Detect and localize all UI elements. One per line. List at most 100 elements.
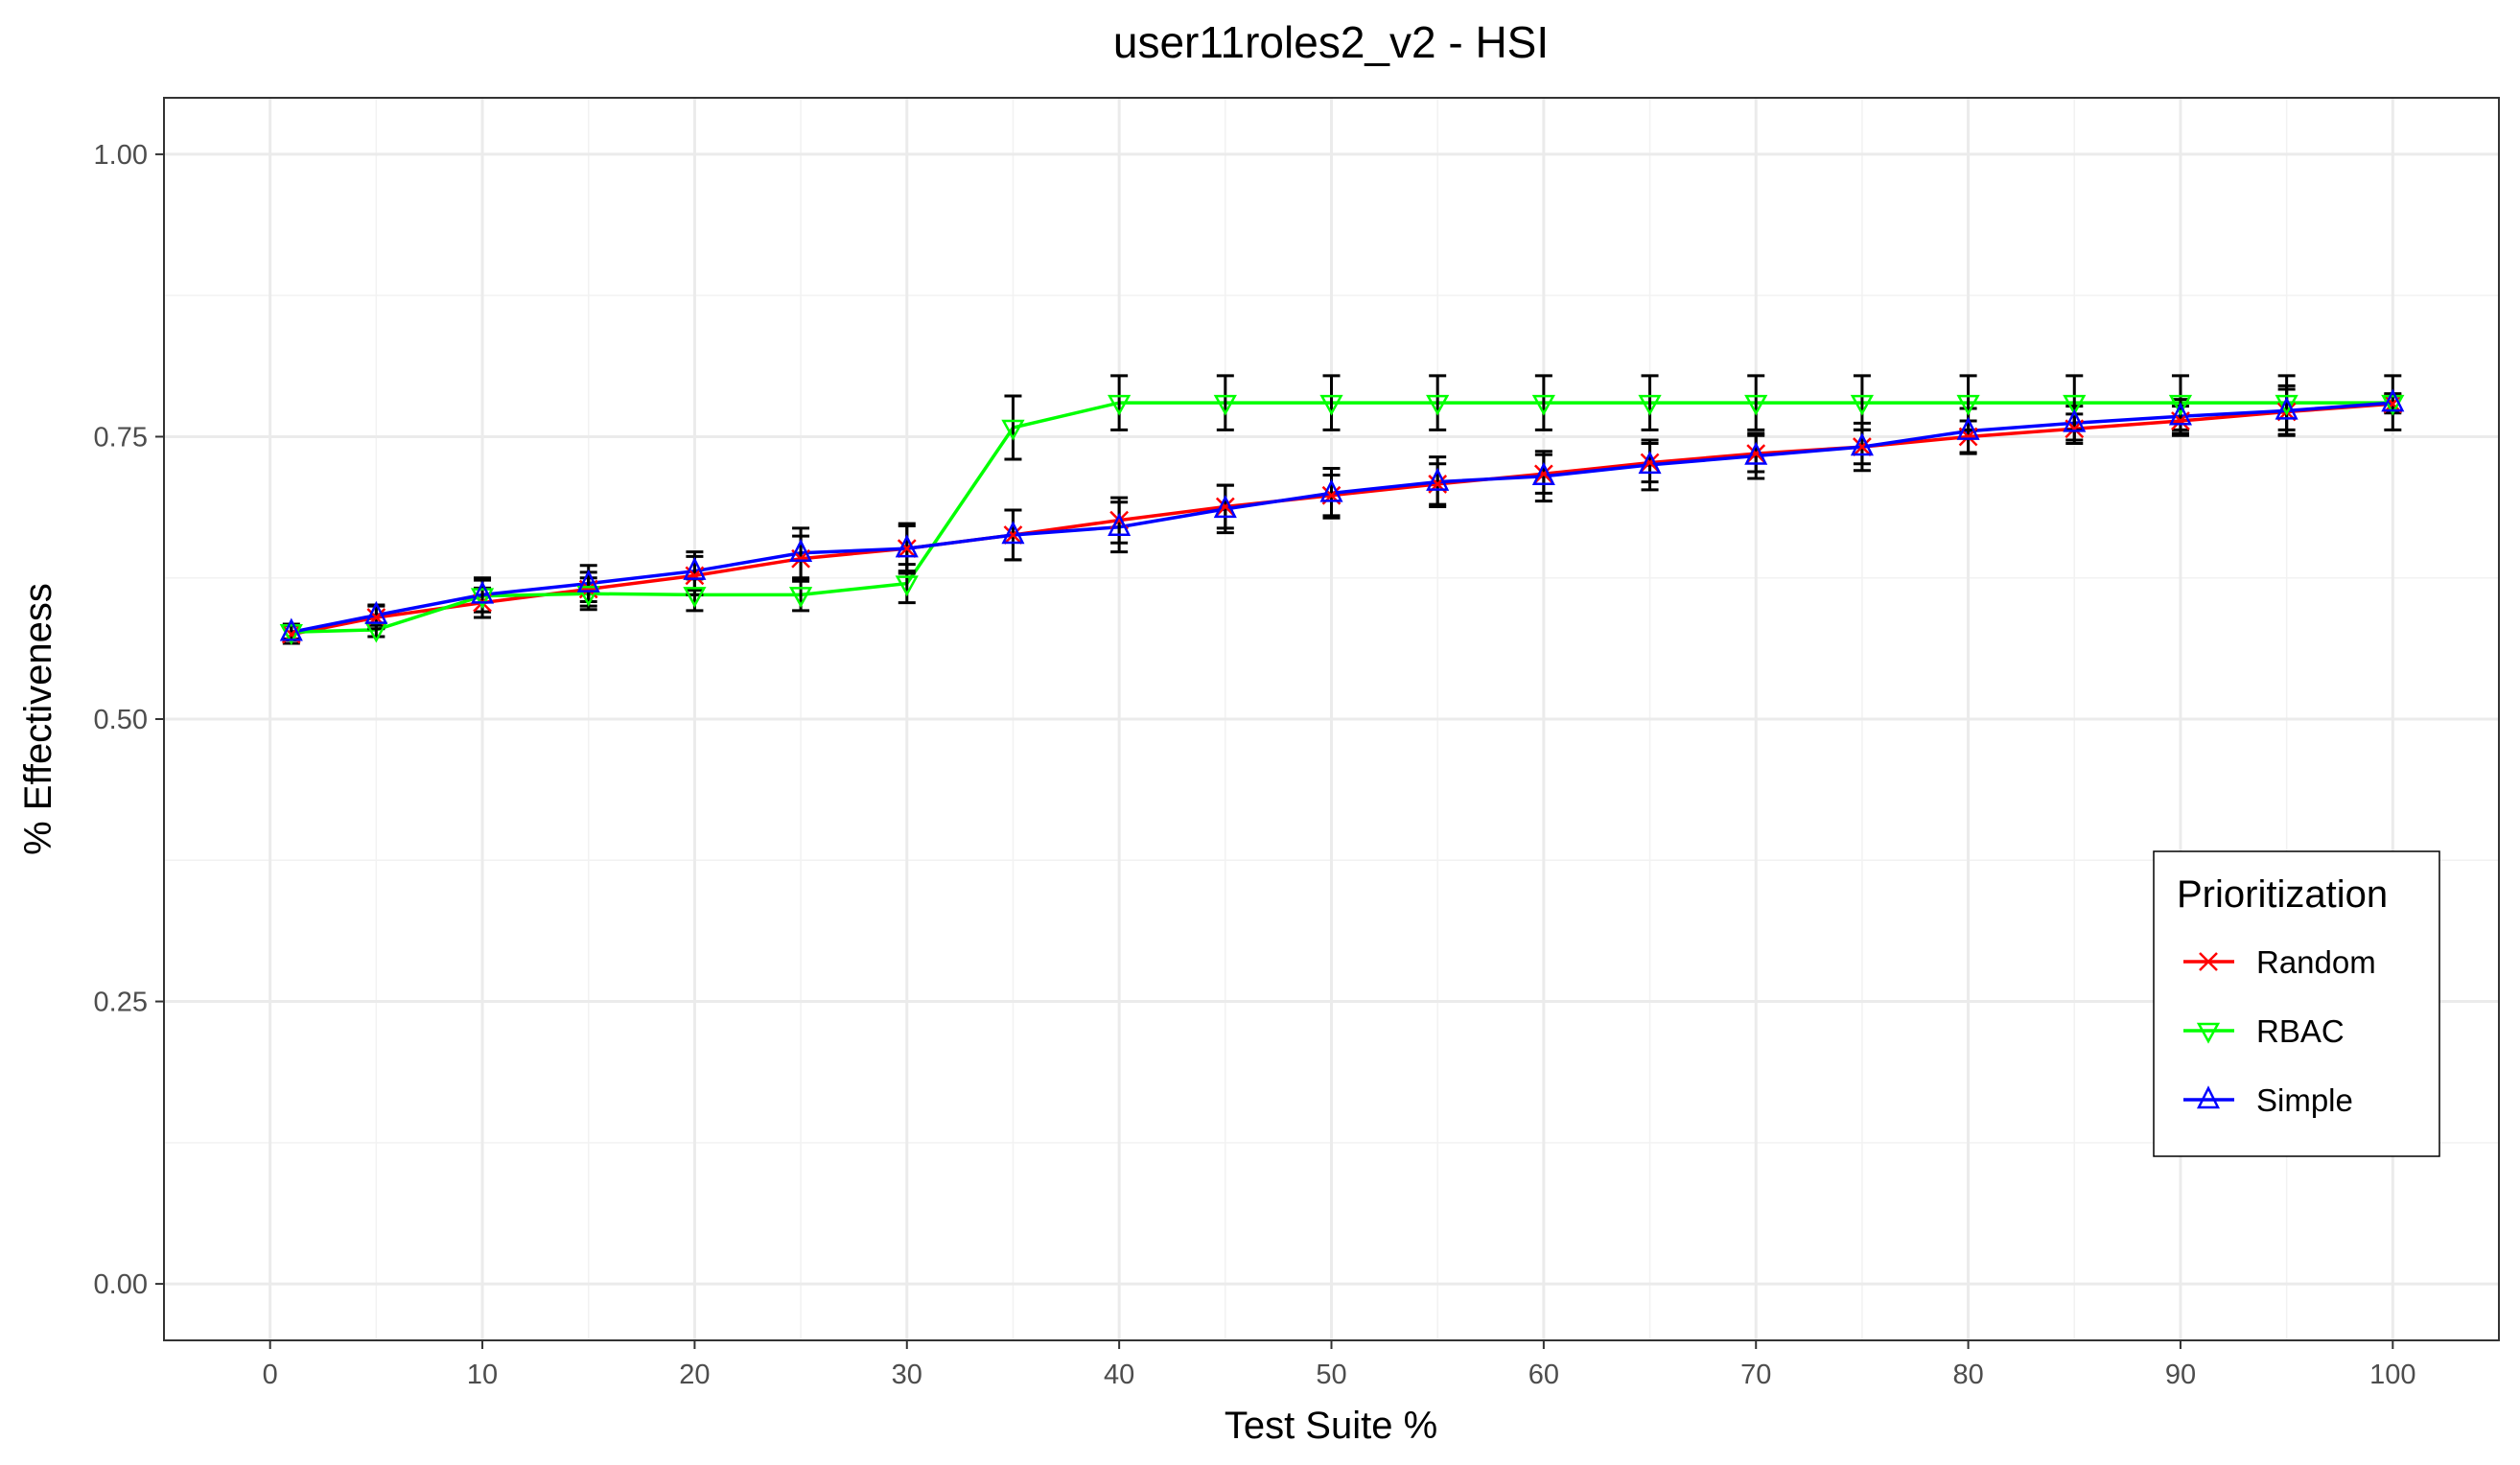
y-tick-label: 0.25 xyxy=(94,988,148,1018)
data-point-rbac xyxy=(2381,394,2405,416)
data-point-random xyxy=(1640,453,1660,473)
data-point-simple xyxy=(895,534,919,558)
x-tick-label: 20 xyxy=(679,1360,710,1390)
data-point-simple xyxy=(1850,432,1874,456)
error-bar-simple xyxy=(1641,438,1659,492)
data-point-rbac xyxy=(1426,394,1450,416)
x-tick-label: 30 xyxy=(892,1360,922,1390)
data-point-rbac xyxy=(1850,394,1875,416)
error-bar-rbac xyxy=(1216,374,1234,431)
error-bar-rbac xyxy=(1641,374,1659,431)
error-bar-rbac xyxy=(1747,374,1765,431)
x-tick-label: 70 xyxy=(1740,1360,1771,1390)
legend-key-simple xyxy=(2196,1085,2221,1109)
x-tick-label: 50 xyxy=(1316,1360,1346,1390)
data-point-simple xyxy=(789,539,813,563)
data-point-random xyxy=(1533,464,1553,484)
data-point-simple xyxy=(2168,402,2192,426)
data-point-rbac xyxy=(470,588,495,610)
legend-key-rbac xyxy=(2196,1022,2221,1044)
error-bar-rbac xyxy=(1004,394,1022,461)
data-point-simple xyxy=(1001,521,1025,545)
data-point-rbac xyxy=(788,587,813,608)
data-point-rbac xyxy=(576,585,600,607)
y-tick-label: 1.00 xyxy=(94,140,148,171)
x-tick-label: 40 xyxy=(1104,1360,1134,1390)
data-point-random xyxy=(1853,437,1872,456)
x-tick-label: 0 xyxy=(263,1360,278,1390)
data-markers xyxy=(279,388,2405,645)
data-point-random xyxy=(1746,444,1766,464)
error-bar-simple xyxy=(1534,450,1552,503)
y-tick-label: 0.50 xyxy=(94,705,148,735)
error-bar-simple xyxy=(1110,500,1129,554)
data-point-simple xyxy=(279,617,303,641)
data-point-rbac xyxy=(1638,394,1662,416)
data-point-rbac xyxy=(1744,394,1768,416)
legend-box xyxy=(2153,850,2440,1157)
data-point-rbac xyxy=(1213,394,1237,416)
x-axis-ticks: 0 10 20 30 40 50 60 70 80 90 100 xyxy=(263,1340,2416,1390)
x-tick-label: 90 xyxy=(2165,1360,2196,1390)
data-point-rbac xyxy=(2275,394,2298,416)
data-point-simple xyxy=(1426,467,1450,491)
data-point-simple xyxy=(1638,451,1662,475)
error-bar-rbac xyxy=(1534,374,1552,431)
legend-label-simple: Simple xyxy=(2256,1082,2353,1118)
data-point-rbac xyxy=(1531,394,1555,416)
data-point-simple xyxy=(1744,441,1768,465)
legend-items: Random RBAC Simple xyxy=(2183,944,2376,1118)
legend-label-rbac: RBAC xyxy=(2256,1013,2345,1049)
x-tick-label: 80 xyxy=(1952,1360,1983,1390)
data-point-simple xyxy=(1108,512,1132,536)
error-bar-simple xyxy=(1429,455,1447,509)
y-tick-label: 0.75 xyxy=(94,422,148,453)
y-axis-ticks: 0.00 0.25 0.50 0.75 1.00 xyxy=(94,140,164,1300)
data-point-simple xyxy=(471,580,495,604)
data-point-rbac xyxy=(2168,394,2193,416)
data-point-simple xyxy=(683,556,707,580)
data-point-rbac xyxy=(2063,394,2087,416)
data-point-simple xyxy=(2275,396,2298,420)
data-point-simple xyxy=(2063,408,2087,432)
data-point-simple xyxy=(1531,461,1555,485)
legend-label-random: Random xyxy=(2256,944,2376,980)
x-tick-label: 10 xyxy=(467,1360,498,1390)
error-bar-simple xyxy=(1216,483,1234,535)
error-bar-simple xyxy=(1322,466,1341,520)
error-bar-rbac xyxy=(1429,374,1447,431)
data-point-rbac xyxy=(1001,419,1025,441)
data-point-rbac xyxy=(1956,394,1980,416)
error-bar-simple xyxy=(792,526,810,580)
data-point-simple xyxy=(1213,495,1237,519)
error-bars xyxy=(282,374,2402,645)
data-point-simple xyxy=(1956,416,1980,440)
data-point-random xyxy=(1003,525,1023,545)
data-point-rbac xyxy=(1108,394,1132,416)
legend-key-random xyxy=(2199,952,2218,971)
x-axis-title: Test Suite % xyxy=(1225,1405,1437,1447)
error-bar-simple xyxy=(1747,431,1765,480)
y-tick-label: 0.00 xyxy=(94,1269,148,1300)
data-point-random xyxy=(897,539,917,558)
data-point-random xyxy=(1215,497,1235,517)
data-point-simple xyxy=(576,569,600,593)
data-point-rbac xyxy=(683,587,707,608)
data-point-rbac xyxy=(895,575,919,597)
x-tick-label: 100 xyxy=(2369,1360,2415,1390)
y-axis-title: % Effectiveness xyxy=(17,583,59,855)
major-grid xyxy=(164,98,2499,1340)
data-point-rbac xyxy=(279,624,303,645)
data-point-simple xyxy=(364,600,388,624)
error-bar-simple xyxy=(1959,407,1977,455)
legend-title: Prioritization xyxy=(2177,873,2388,916)
error-bar-rbac xyxy=(1322,374,1341,431)
error-bar-rbac xyxy=(1110,374,1129,431)
data-point-simple xyxy=(2381,388,2405,412)
chart-title: user11roles2_v2 - HSI xyxy=(1113,17,1549,67)
data-point-simple xyxy=(1319,478,1343,502)
legend: Prioritization Random RBAC Simple xyxy=(2153,850,2440,1157)
x-tick-label: 60 xyxy=(1528,1360,1559,1390)
